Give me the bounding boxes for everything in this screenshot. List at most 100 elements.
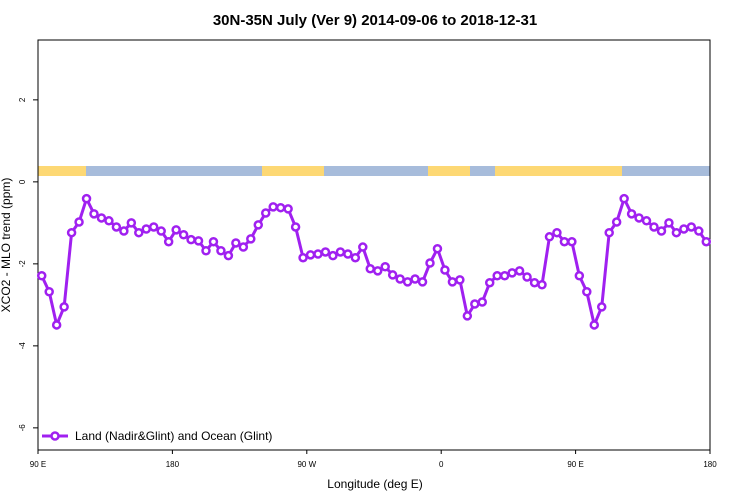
data-point [544,232,555,242]
data-point [201,245,211,256]
y-tick-label: -4 [18,342,27,350]
data-point [522,272,532,282]
data-point [313,249,323,259]
data-point [343,249,353,259]
data-point [260,208,271,218]
data-point [163,236,174,247]
data-point [335,247,346,257]
data-point [402,277,413,287]
data-point [208,236,219,247]
data-point [664,218,674,228]
data-point [372,266,383,276]
data-point [36,271,47,281]
data-point [81,193,92,204]
plot-frame [37,39,711,451]
data-point [499,271,510,281]
data-point [89,209,99,219]
data-point [178,230,189,240]
x-tick-label: 90 W [297,460,316,469]
data-point [104,216,114,226]
data-point [44,286,54,297]
data-point [529,277,540,288]
data-point [246,234,256,244]
x-tick-label: 90 E [567,460,583,469]
data-point [514,266,525,276]
data-point [634,213,644,223]
series-line [40,194,708,330]
data-point [186,234,196,245]
data-point [395,274,405,284]
data-point [619,193,629,204]
data-point [238,242,249,252]
data-point [148,222,159,232]
data-point [66,227,77,238]
data-point [387,270,398,280]
data-point [417,277,428,287]
data-point [507,268,517,278]
data-point [96,213,107,223]
data-point [275,202,286,213]
y-axis-label: XCO2 - MLO trend (ppm) [0,178,13,313]
data-point [119,226,129,236]
data-point [231,238,241,248]
data-point [156,226,166,236]
land-band [428,166,470,176]
data-point [701,236,712,247]
data-point [283,204,293,214]
data-point [492,271,502,281]
data-point [350,252,361,263]
data-point [537,280,547,290]
data-point [641,216,652,226]
x-tick-label: 180 [166,460,180,469]
land-ocean-strip [38,166,710,176]
legend-marker [50,431,60,441]
data-point [649,222,659,232]
data-point [111,222,122,232]
data-point [462,311,473,321]
data-point [74,217,84,227]
data-point [604,227,614,238]
data-point [656,226,667,236]
data-point [223,250,234,261]
data-point [447,277,458,287]
y-tick-label: -6 [18,424,27,432]
data-point [589,320,600,330]
data-point [216,245,226,256]
y-tick-label: 2 [18,97,27,102]
data-point [596,302,607,312]
data-point [328,250,338,261]
data-point [694,226,704,236]
data-point [126,218,137,228]
data-point [380,261,390,272]
data-point [268,202,278,212]
y-tick-label: 0 [18,179,27,184]
data-point [559,236,570,247]
x-axis-label: Longitude (deg E) [327,477,422,491]
data-point [365,264,376,274]
ocean-band [38,166,710,176]
data-point [171,225,181,235]
data-point [141,224,152,234]
data-point [134,227,144,238]
data-point [686,222,697,232]
data-point [305,250,316,260]
data-point [455,275,465,285]
data-point [290,222,301,232]
data-point [582,286,592,297]
legend-label: Land (Nadir&Glint) and Ocean (Glint) [75,429,272,443]
x-tick-label: 90 E [30,460,46,469]
data-point [671,227,682,238]
data-point [477,297,488,307]
data-point [611,217,622,227]
data-point [51,320,62,330]
data-point [320,247,331,257]
land-band [262,166,324,176]
data-point [470,299,480,309]
data-point [574,271,585,281]
data-point [567,236,577,247]
chart-title: 30N-35N July (Ver 9) 2014-09-06 to 2018-… [213,12,537,29]
data-point [193,236,204,246]
y-tick-label: -2 [18,260,27,268]
data-point [298,252,308,263]
